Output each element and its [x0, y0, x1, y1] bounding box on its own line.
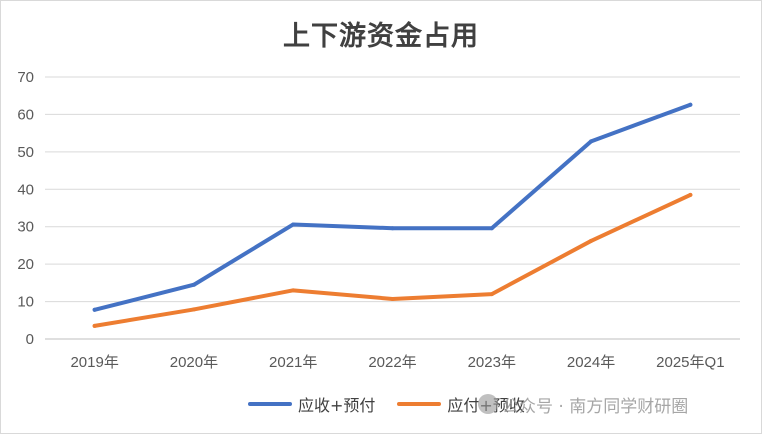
series-line-0 — [92, 102, 693, 312]
series-line-1 — [92, 192, 693, 328]
y-tick-label: 70 — [17, 69, 34, 86]
y-tick-label: 20 — [17, 256, 34, 273]
data-point — [489, 292, 494, 297]
y-tick-label: 0 — [26, 331, 34, 348]
x-tick-label: 2023年 — [468, 354, 516, 371]
data-point — [291, 288, 296, 293]
legend-swatch-blue — [248, 402, 292, 406]
data-point — [688, 102, 693, 107]
series-lines — [92, 102, 693, 328]
data-point — [589, 139, 594, 144]
y-tick-label: 60 — [17, 106, 34, 123]
data-point — [191, 282, 196, 287]
x-tick-label: 2022年 — [368, 354, 416, 371]
y-tick-label: 30 — [17, 219, 34, 236]
x-tick-label: 2020年 — [170, 354, 218, 371]
x-axis-ticks: 2019年 2020年 2021年 2022年 2023年 2024年 2025年Q1 — [70, 354, 724, 371]
data-point — [390, 226, 395, 231]
y-tick-label: 50 — [17, 144, 34, 161]
legend-label: 应收+预付 — [298, 396, 376, 415]
data-point — [589, 238, 594, 243]
data-point — [390, 296, 395, 301]
watermark: 公众号 · 南方同学财研圈 — [478, 392, 689, 417]
data-point — [291, 222, 296, 227]
x-tick-label: 2024年 — [567, 354, 615, 371]
data-point — [688, 192, 693, 197]
x-tick-label: 2019年 — [70, 354, 118, 371]
chart-title: 上下游资金占用 — [283, 21, 479, 52]
y-tick-label: 40 — [17, 181, 34, 198]
data-point — [92, 307, 97, 312]
x-tick-label: 2025年Q1 — [656, 354, 724, 371]
y-axis-ticks: 0 10 20 30 40 50 60 70 — [17, 69, 34, 348]
legend-item-receivables: 应收+预付 — [248, 392, 375, 416]
data-point — [489, 226, 494, 231]
watermark-text: 公众号 · 南方同学财研圈 — [502, 396, 689, 417]
legend-swatch-orange — [397, 402, 442, 406]
data-point — [191, 307, 196, 312]
data-point — [92, 323, 97, 328]
y-tick-label: 10 — [17, 294, 34, 311]
wechat-icon — [478, 394, 498, 414]
x-tick-label: 2021年 — [269, 354, 317, 371]
